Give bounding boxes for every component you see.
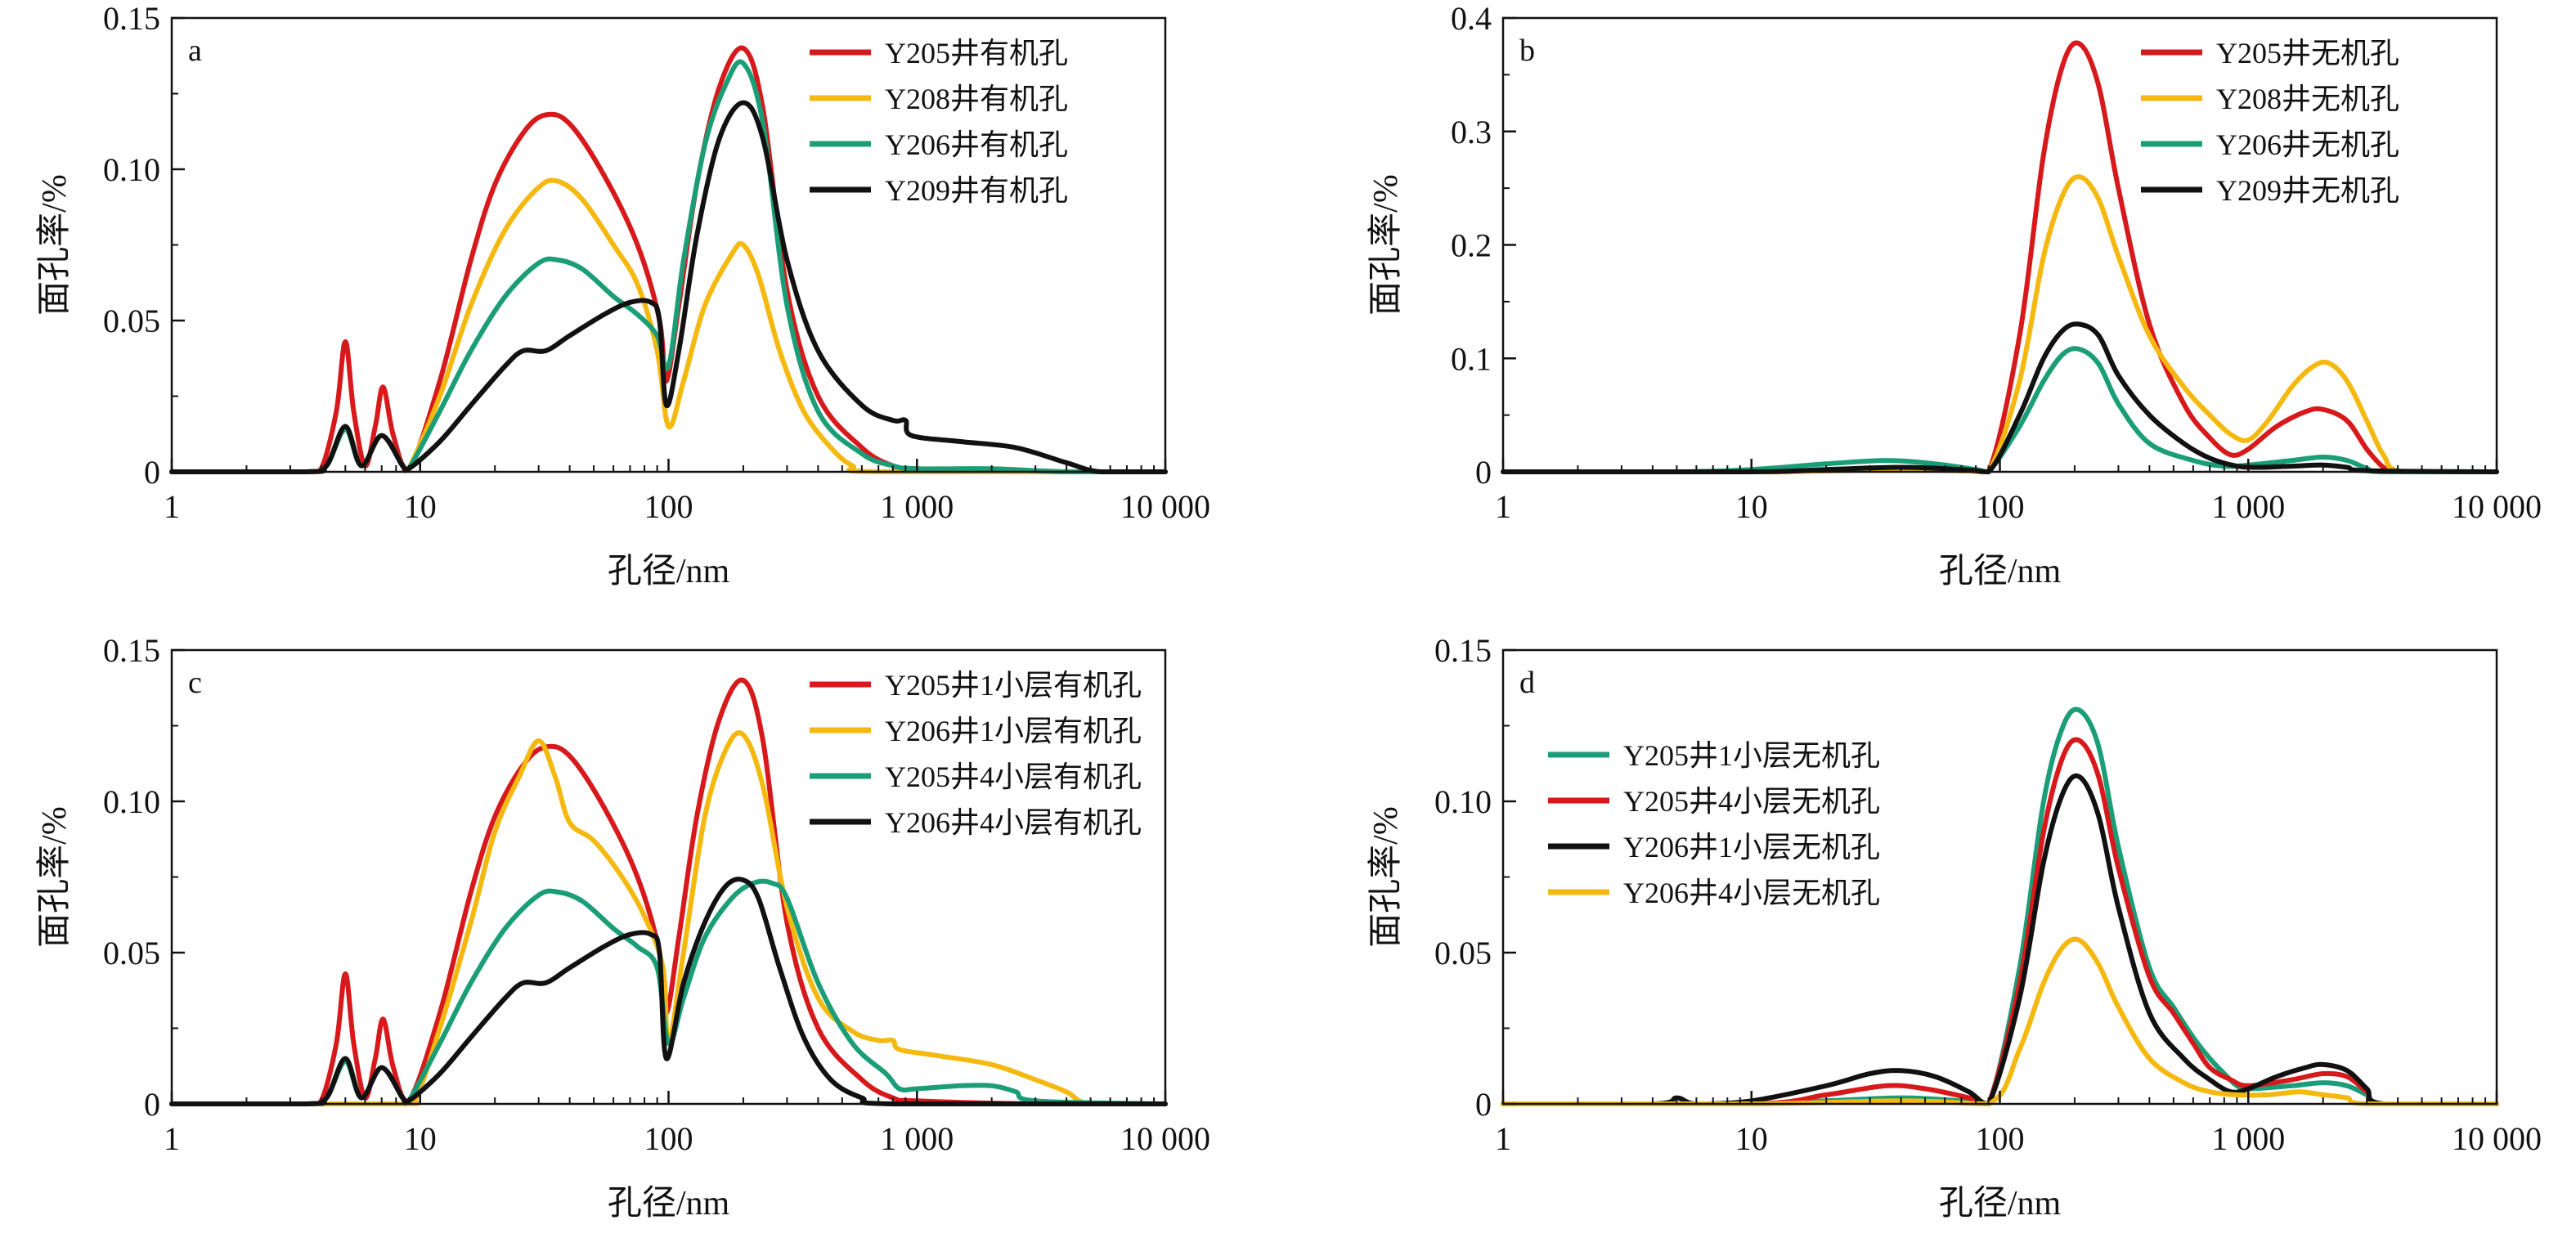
y-axis-title: 面孔率/% bbox=[1367, 806, 1405, 948]
x-tick-label: 10 bbox=[404, 488, 437, 525]
legend-label: Y205井4小层有机孔 bbox=[885, 760, 1142, 793]
y-axis-title: 面孔率/% bbox=[35, 174, 74, 316]
y-tick-label: 0.4 bbox=[1451, 0, 1492, 37]
x-axis-title: 孔径/nm bbox=[1939, 553, 2062, 590]
x-tick-label: 10 000 bbox=[2452, 488, 2542, 525]
x-tick-label: 1 000 bbox=[2211, 1120, 2285, 1157]
x-tick-label: 1 bbox=[164, 1120, 180, 1157]
series-line-2 bbox=[1501, 346, 2499, 475]
panel-label: a bbox=[188, 34, 202, 68]
series-line-0 bbox=[169, 677, 1168, 1107]
x-tick-label: 100 bbox=[644, 488, 693, 525]
y-tick-label: 0.2 bbox=[1451, 227, 1492, 264]
y-tick-label: 0.15 bbox=[1434, 632, 1492, 669]
legend: Y205井1小层无机孔 Y205井4小层无机孔 Y206井1小层无机孔 Y206井4小… bbox=[1548, 739, 1880, 909]
y-axis-title: 面孔率/% bbox=[1367, 174, 1405, 316]
panel-d: 1 10 100 1 000 10 000 0 0.05 0.10 0.15 孔径/nm 面孔率/%… bbox=[1367, 632, 2542, 1222]
panel-c: 1 10 100 1 000 10 000 0 0.05 0.10 0.15 孔径/nm 面孔率/%… bbox=[35, 632, 1210, 1222]
x-tick-label: 100 bbox=[644, 1120, 693, 1157]
legend-label: Y209井有机孔 bbox=[885, 174, 1068, 207]
y-axis-title: 面孔率/% bbox=[35, 806, 74, 948]
series-line-0 bbox=[1501, 706, 2499, 1107]
series-line-3 bbox=[169, 877, 1168, 1107]
legend: Y205井有机孔 Y208井有机孔 Y206井有机孔 Y209井有机孔 bbox=[810, 37, 1068, 207]
y-tick-label: 0.3 bbox=[1451, 114, 1492, 150]
x-axis-title: 孔径/nm bbox=[608, 1185, 730, 1222]
y-tick-label: 0.15 bbox=[103, 0, 160, 37]
x-tick-label: 10 bbox=[404, 1120, 437, 1157]
legend-label: Y208井无机孔 bbox=[2216, 83, 2399, 115]
legend-label: Y205井4小层无机孔 bbox=[1623, 785, 1880, 818]
x-tick-label: 1 bbox=[164, 488, 180, 525]
panel-a: 1 10 100 1 000 10 000 0 0.05 0.10 0.15 孔径/nm 面孔率/%… bbox=[35, 0, 1210, 590]
y-tick-label: 0.10 bbox=[1434, 783, 1492, 820]
legend-label: Y206井4小层无机孔 bbox=[1623, 877, 1880, 909]
x-axis-title: 孔径/nm bbox=[1939, 1185, 2062, 1222]
series-group bbox=[169, 45, 1168, 475]
legend-label: Y206井1小层无机孔 bbox=[1623, 831, 1880, 863]
series-line-1 bbox=[169, 177, 1168, 475]
x-tick-label: 100 bbox=[1976, 488, 2025, 525]
x-tick-label: 10 000 bbox=[1120, 1120, 1210, 1157]
y-tick-label: 0 bbox=[144, 454, 160, 491]
legend-label: Y205井1小层有机孔 bbox=[885, 669, 1142, 702]
legend-label: Y205井1小层无机孔 bbox=[1623, 739, 1880, 772]
series-line-2 bbox=[169, 59, 1168, 475]
y-tick-label: 0.1 bbox=[1451, 340, 1492, 377]
y-tick-label: 0.10 bbox=[103, 151, 160, 188]
series-group bbox=[1501, 40, 2499, 475]
y-tick-label: 0 bbox=[1475, 454, 1492, 491]
legend-label: Y208井有机孔 bbox=[885, 83, 1068, 115]
y-tick-label: 0.15 bbox=[103, 632, 160, 669]
x-tick-label: 1 000 bbox=[880, 488, 954, 525]
panel-label: c bbox=[188, 666, 202, 700]
legend-label: Y205井有机孔 bbox=[885, 37, 1068, 70]
y-tick-label: 0.10 bbox=[103, 783, 160, 820]
panel-label: b bbox=[1519, 34, 1535, 68]
x-tick-label: 10 bbox=[1735, 488, 1768, 525]
series-line-2 bbox=[1501, 773, 2499, 1107]
series-line-3 bbox=[1501, 321, 2499, 475]
panel-b: 1 10 100 1 000 10 000 0 0.1 0.2 0.3 0.4 孔径/nm 面孔率/%… bbox=[1367, 0, 2542, 590]
legend-label: Y209井无机孔 bbox=[2216, 174, 2399, 207]
series-line-3 bbox=[169, 100, 1168, 475]
x-tick-label: 10 000 bbox=[2452, 1120, 2542, 1157]
legend: Y205井无机孔 Y208井无机孔 Y206井无机孔 Y209井无机孔 bbox=[2141, 37, 2399, 207]
x-tick-label: 1 bbox=[1495, 488, 1511, 525]
legend-label: Y206井4小层有机孔 bbox=[885, 806, 1142, 839]
legend-label: Y206井无机孔 bbox=[2216, 128, 2399, 161]
panel-label: d bbox=[1519, 666, 1535, 700]
series-line-1 bbox=[169, 730, 1168, 1107]
legend-label: Y206井1小层有机孔 bbox=[885, 715, 1142, 747]
y-tick-label: 0 bbox=[1475, 1086, 1492, 1123]
x-tick-label: 1 bbox=[1495, 1120, 1511, 1157]
series-line-1 bbox=[1501, 737, 2499, 1107]
legend-label: Y206井有机孔 bbox=[885, 128, 1068, 161]
x-tick-label: 1 000 bbox=[880, 1120, 954, 1157]
y-tick-label: 0.05 bbox=[103, 303, 160, 339]
legend-label: Y205井无机孔 bbox=[2216, 37, 2399, 70]
x-tick-label: 100 bbox=[1976, 1120, 2025, 1157]
x-tick-label: 10 000 bbox=[1120, 488, 1210, 525]
series-group bbox=[169, 677, 1168, 1107]
x-tick-label: 10 bbox=[1735, 1120, 1768, 1157]
y-tick-label: 0.05 bbox=[103, 935, 160, 971]
series-line-0 bbox=[169, 45, 1168, 475]
y-tick-label: 0 bbox=[144, 1086, 160, 1123]
y-tick-label: 0.05 bbox=[1434, 935, 1492, 971]
x-axis-title: 孔径/nm bbox=[608, 553, 730, 590]
x-tick-label: 1 000 bbox=[2211, 488, 2285, 525]
legend: Y205井1小层有机孔 Y206井1小层有机孔 Y205井4小层有机孔 Y206井4小… bbox=[810, 669, 1142, 839]
